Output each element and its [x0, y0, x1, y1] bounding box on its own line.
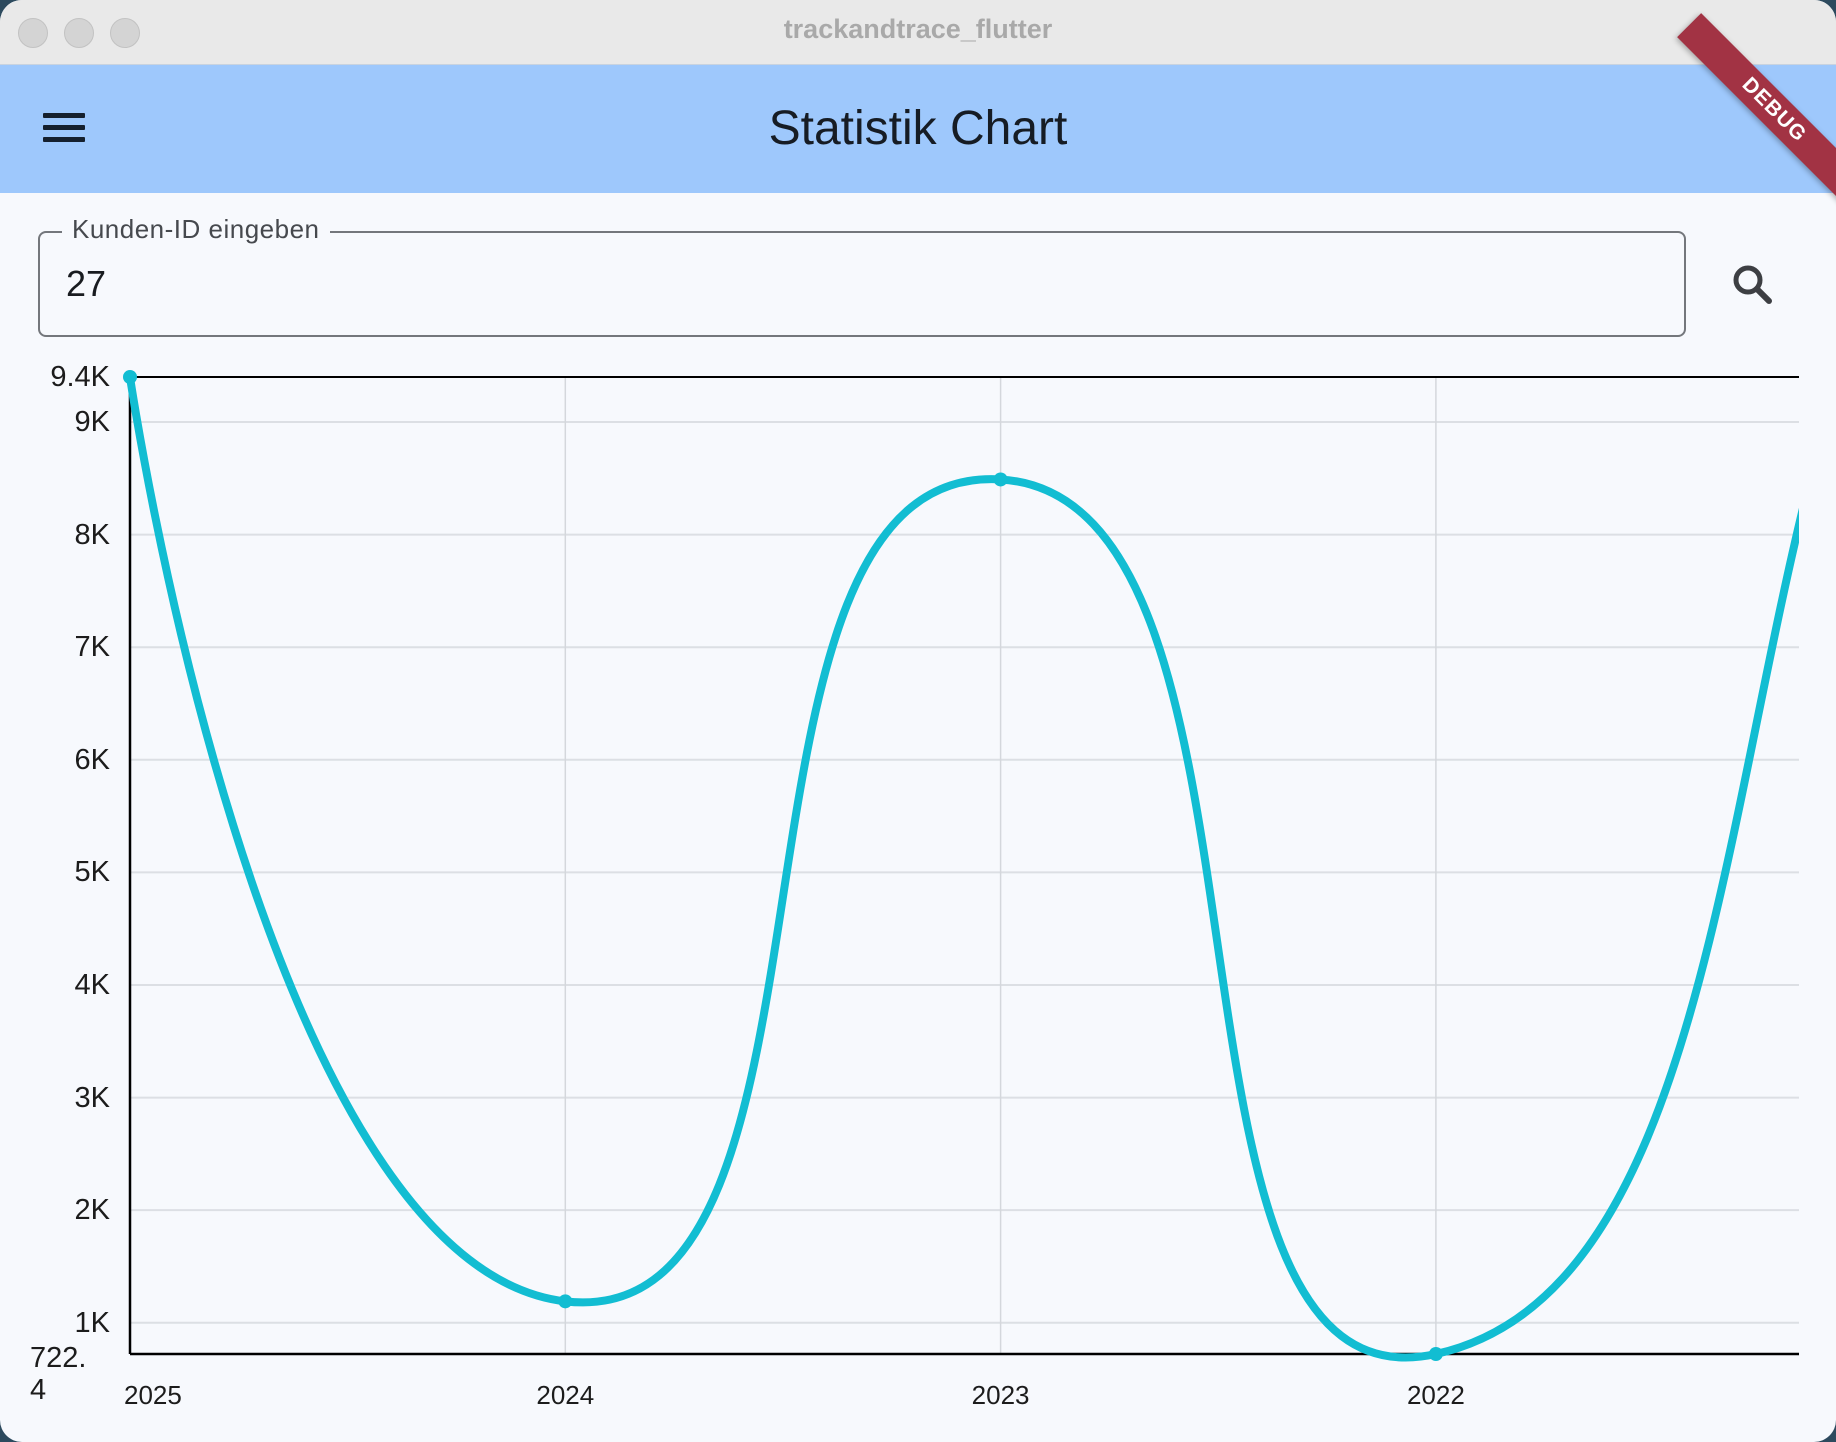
y-tick-label: 9K [74, 406, 110, 439]
customer-id-label: Kunden-ID eingeben [62, 214, 330, 245]
app-bar: Statistik Chart DEBUG [0, 13, 1836, 207]
y-tick-label: 722.4 [30, 1342, 87, 1406]
data-point [993, 472, 1008, 487]
page-title: Statistik Chart [768, 102, 1068, 155]
y-tick-label: 9.4K [50, 361, 110, 393]
y-tick-label: 2K [74, 1194, 110, 1227]
y-tick-label: 6K [74, 743, 110, 776]
y-tick-label: 1K [74, 1306, 110, 1339]
search-icon[interactable] [1728, 260, 1778, 310]
hamburger-menu-icon[interactable] [40, 110, 86, 146]
y-tick-label: 5K [74, 856, 110, 889]
window-titlebar: trackandtrace_flutter [0, 0, 1836, 65]
y-tick-label: 3K [74, 1081, 110, 1114]
x-tick-label: 2023 [971, 1380, 1030, 1410]
zoom-window-button[interactable] [110, 18, 140, 48]
customer-id-field[interactable]: Kunden-ID eingeben [38, 214, 1686, 337]
y-tick-label: 7K [74, 631, 110, 664]
x-tick-label: 2025 [124, 1380, 182, 1410]
y-tick-label: 8K [74, 518, 110, 551]
data-point [558, 1294, 573, 1309]
x-tick-label: 2022 [1406, 1380, 1465, 1410]
customer-id-input[interactable] [66, 263, 1566, 305]
minimize-window-button[interactable] [64, 18, 94, 48]
data-point [1428, 1347, 1443, 1361]
series-line [126, 373, 1799, 1362]
data-point [123, 370, 137, 384]
window-title: trackandtrace_flutter [783, 14, 1053, 44]
y-tick-label: 4K [74, 968, 110, 1001]
x-tick-label: 2024 [536, 1380, 595, 1410]
close-window-button[interactable] [18, 18, 48, 48]
